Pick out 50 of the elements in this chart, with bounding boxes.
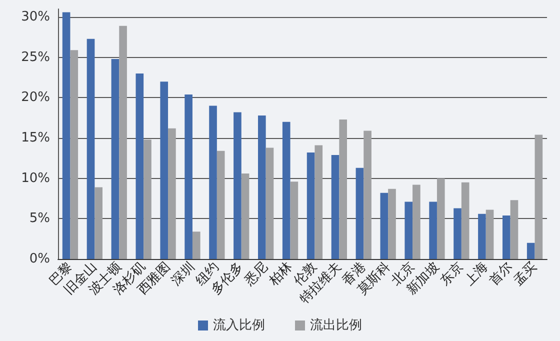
bar	[380, 192, 388, 259]
bar	[429, 202, 437, 259]
y-tick-label: 15%	[21, 130, 50, 146]
bar	[436, 178, 445, 259]
bar	[184, 94, 192, 259]
bar	[331, 154, 340, 259]
bar	[216, 150, 225, 259]
bar	[209, 106, 217, 259]
bar	[356, 168, 364, 259]
bar	[241, 174, 250, 259]
bar	[502, 215, 510, 259]
bar	[86, 38, 95, 259]
bar	[534, 134, 543, 259]
bar	[144, 140, 152, 259]
bar	[404, 202, 413, 259]
bar	[70, 50, 78, 259]
bar	[526, 242, 535, 259]
bar	[168, 128, 176, 259]
bar	[412, 184, 420, 259]
y-tick-label: 25%	[21, 50, 50, 65]
bar	[266, 148, 274, 259]
legend-label: 流入比例	[213, 317, 265, 333]
x-tick-label: 孟买	[511, 260, 540, 289]
bar	[510, 200, 518, 259]
bar	[94, 187, 102, 259]
bar	[461, 182, 470, 259]
y-tick-label: 0%	[29, 252, 50, 266]
bar	[314, 145, 323, 259]
bar	[290, 182, 298, 259]
bar	[282, 122, 290, 259]
bar	[339, 119, 347, 259]
bar	[62, 12, 70, 259]
y-tick-label: 10%	[21, 170, 50, 186]
bar	[258, 115, 266, 259]
bar	[388, 188, 396, 259]
bar	[454, 208, 462, 259]
bar	[486, 210, 494, 259]
bar	[111, 59, 120, 259]
bar	[364, 130, 372, 259]
legend-label: 流出比例	[310, 317, 362, 333]
bar	[119, 26, 127, 259]
y-tick-label: 30%	[21, 10, 50, 25]
bar	[306, 152, 315, 259]
y-tick-label: 20%	[21, 90, 50, 106]
bar	[136, 74, 144, 259]
y-tick-label: 5%	[29, 211, 50, 226]
bar	[192, 232, 200, 259]
bar	[234, 112, 242, 259]
bar	[160, 82, 168, 259]
bar	[478, 214, 486, 259]
